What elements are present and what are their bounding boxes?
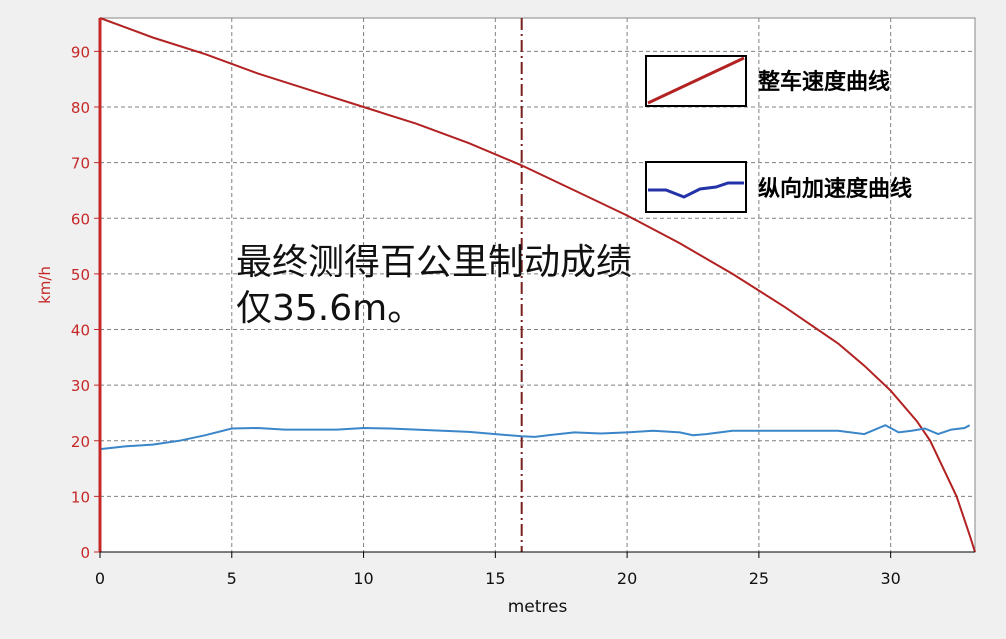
grid [100,18,975,552]
y-axis-title: km/h [36,266,54,304]
series-line-accel [99,424,971,451]
legend-label-speed: 整车速度曲线 [758,69,890,95]
annotation-line-1: 最终测得百公里制动成绩 [236,242,632,283]
y-tick-label: 90 [71,43,90,61]
legend-label-accel: 纵向加速度曲线 [758,176,912,202]
legend-swatch-accel [648,181,744,199]
series-line-speed [99,17,976,553]
x-axis-title: metres [508,597,568,617]
x-tick-label: 0 [95,569,105,588]
legend-swatch-speed [647,56,745,105]
y-tick-label: 0 [80,544,90,562]
y-tick-label: 50 [71,266,90,284]
y-tick-label: 60 [71,210,90,228]
x-tick-label: 30 [880,569,900,588]
annotation: 最终测得百公里制动成绩 仅35.6m。 [236,242,632,329]
y-tick-label: 30 [71,377,90,395]
legend: 整车速度曲线 纵向加速度曲线 [645,55,912,213]
x-tick-label: 5 [227,569,237,588]
x-tick-label: 25 [749,569,769,588]
x-tick-label: 10 [353,569,373,588]
y-tick-label: 80 [71,99,90,117]
x-tick-label: 20 [617,569,637,588]
x-tick-label: 15 [485,569,505,588]
annotation-line-2: 仅35.6m。 [236,288,423,329]
legend-swatch-box-accel [645,161,747,213]
y-tick-label: 70 [71,155,90,173]
y-tick-label: 40 [71,322,90,340]
plot-area [99,17,976,553]
series-group [99,17,976,553]
axes: 0 10 20 30 40 50 60 70 80 90 0 5 10 15 20 25 30 metres km/… [36,18,975,617]
y-tick-label: 10 [71,488,90,506]
y-tick-label: 20 [71,433,90,451]
